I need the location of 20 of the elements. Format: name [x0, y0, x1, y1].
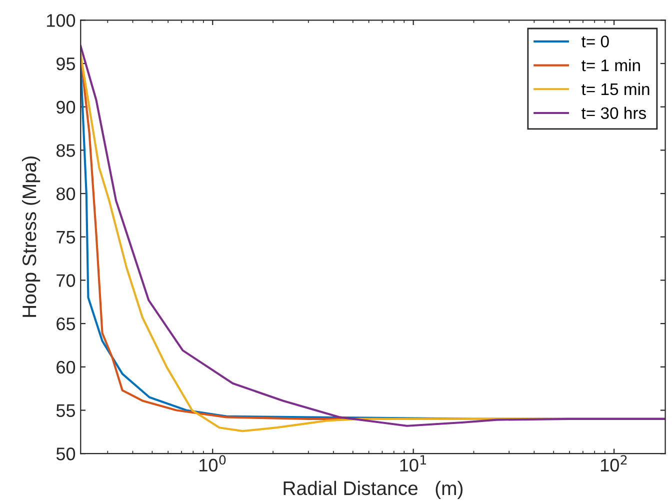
- y-axis-title: Hoop Stress (Mpa): [22, 156, 40, 317]
- y-tick-label: 95: [56, 57, 76, 70]
- y-tick-label: 65: [56, 318, 76, 330]
- y-tick-label: 55: [56, 404, 76, 417]
- x-axis-title: Radial Distance (m): [284, 480, 463, 499]
- y-tick-label: 75: [56, 231, 76, 244]
- y-tick-label: 90: [56, 100, 76, 114]
- y-tick-label: 85: [56, 144, 76, 157]
- legend-label: t= 15 min: [582, 82, 650, 96]
- y-tick-label: 80: [56, 187, 76, 200]
- legend-label: t= 1 min: [582, 59, 640, 72]
- legend-label: t= 30 hrs: [582, 106, 646, 120]
- legend-label: t= 0: [582, 36, 609, 48]
- x-tick-label: 10$^{0}$: [200, 455, 226, 472]
- y-tick-label: 100: [47, 14, 76, 27]
- y-tick-label: 60: [56, 360, 76, 374]
- y-tick-label: 50: [56, 448, 76, 460]
- y-tick-label: 70: [56, 274, 76, 287]
- x-tick-label: 10$^{1}$: [400, 455, 426, 472]
- x-tick-label: 10$^{2}$: [600, 455, 627, 472]
